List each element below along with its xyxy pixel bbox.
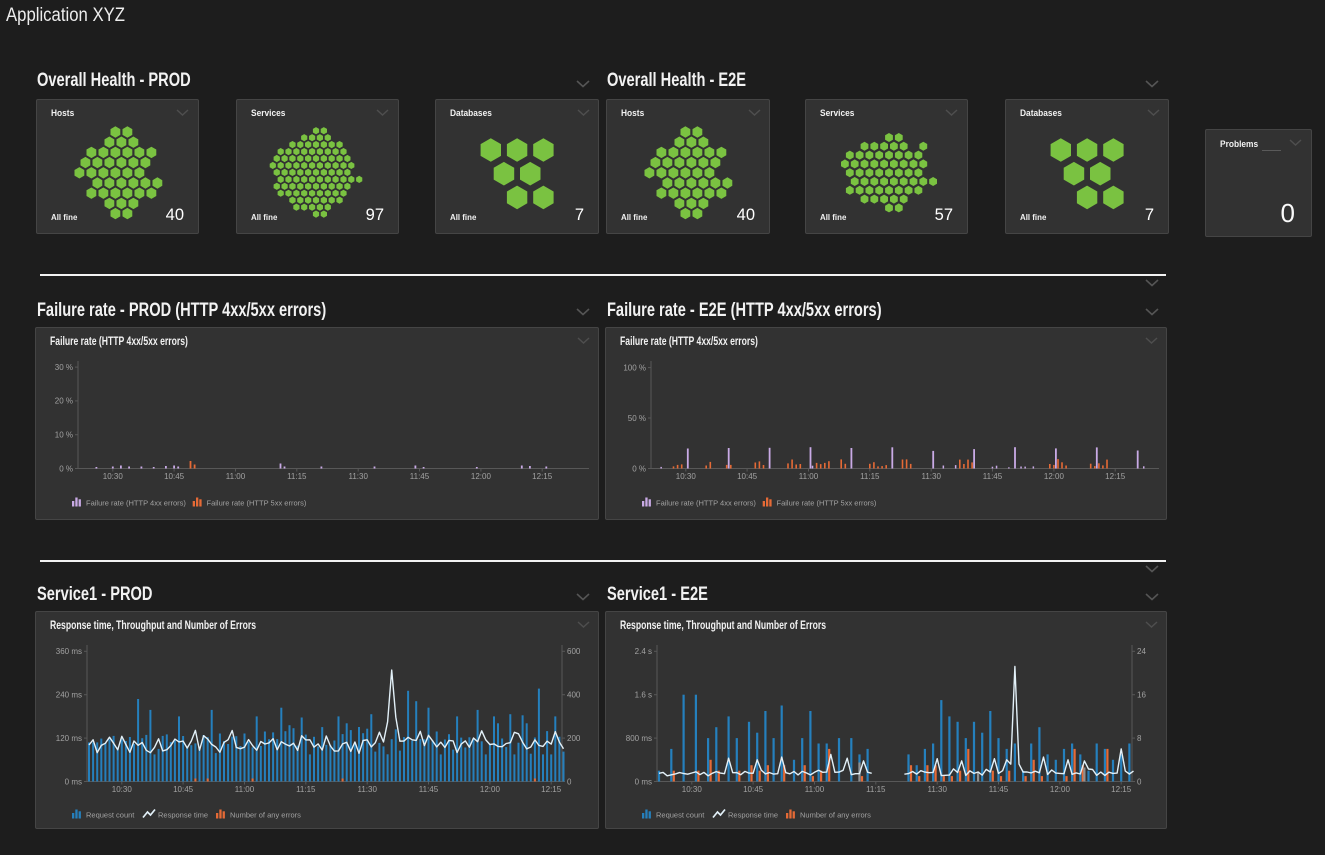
svg-text:Response time: Response time xyxy=(728,811,778,820)
svg-text:10:45: 10:45 xyxy=(164,472,185,481)
svg-text:10:30: 10:30 xyxy=(112,785,133,794)
svg-text:11:15: 11:15 xyxy=(296,785,316,794)
svg-text:11:15: 11:15 xyxy=(287,472,307,481)
svg-text:8: 8 xyxy=(1137,734,1142,743)
svg-text:24: 24 xyxy=(1137,647,1146,656)
svg-text:11:15: 11:15 xyxy=(866,785,886,794)
svg-text:10:45: 10:45 xyxy=(743,785,764,794)
svg-text:11:00: 11:00 xyxy=(799,472,819,481)
svg-text:Response time: Response time xyxy=(158,811,208,820)
svg-text:0: 0 xyxy=(567,777,572,786)
svg-text:Failure rate (HTTP 4xx errors): Failure rate (HTTP 4xx errors) xyxy=(86,499,186,508)
svg-text:16: 16 xyxy=(1137,691,1146,700)
svg-text:10:30: 10:30 xyxy=(682,785,703,794)
svg-text:0: 0 xyxy=(1137,777,1142,786)
svg-text:50 %: 50 % xyxy=(628,414,646,423)
svg-text:0 %: 0 % xyxy=(59,464,73,473)
svg-text:10:45: 10:45 xyxy=(737,472,758,481)
svg-text:10:30: 10:30 xyxy=(103,472,124,481)
svg-text:12:15: 12:15 xyxy=(1105,472,1126,481)
svg-text:11:45: 11:45 xyxy=(410,472,430,481)
svg-text:600: 600 xyxy=(567,647,581,656)
svg-text:0 %: 0 % xyxy=(632,464,646,473)
svg-text:30 %: 30 % xyxy=(55,363,73,372)
svg-text:11:00: 11:00 xyxy=(805,785,825,794)
svg-text:240 ms: 240 ms xyxy=(56,691,82,700)
svg-text:0 ms: 0 ms xyxy=(635,777,652,786)
svg-text:Request count: Request count xyxy=(656,811,705,820)
svg-text:2.4 s: 2.4 s xyxy=(635,647,652,656)
svg-text:20 %: 20 % xyxy=(55,397,73,406)
svg-text:Failure rate (HTTP 5xx errors): Failure rate (HTTP 5xx errors) xyxy=(777,499,877,508)
svg-text:800 ms: 800 ms xyxy=(626,734,652,743)
svg-text:1.6 s: 1.6 s xyxy=(635,691,652,700)
svg-text:11:00: 11:00 xyxy=(235,785,255,794)
svg-text:10 %: 10 % xyxy=(55,431,73,440)
svg-text:11:30: 11:30 xyxy=(927,785,947,794)
svg-text:11:15: 11:15 xyxy=(860,472,880,481)
svg-text:100 %: 100 % xyxy=(623,363,646,372)
svg-text:12:15: 12:15 xyxy=(541,785,562,794)
svg-text:0 ms: 0 ms xyxy=(65,777,82,786)
svg-text:120 ms: 120 ms xyxy=(56,734,82,743)
svg-text:12:00: 12:00 xyxy=(1044,472,1065,481)
svg-text:Number of any errors: Number of any errors xyxy=(800,811,871,820)
svg-text:11:45: 11:45 xyxy=(419,785,439,794)
svg-text:400: 400 xyxy=(567,691,581,700)
svg-text:12:15: 12:15 xyxy=(1111,785,1132,794)
svg-text:Number of any errors: Number of any errors xyxy=(230,811,301,820)
svg-text:11:30: 11:30 xyxy=(357,785,377,794)
svg-text:12:00: 12:00 xyxy=(471,472,492,481)
svg-text:11:30: 11:30 xyxy=(921,472,941,481)
svg-text:12:00: 12:00 xyxy=(1050,785,1071,794)
svg-text:Request count: Request count xyxy=(86,811,135,820)
svg-text:11:30: 11:30 xyxy=(348,472,368,481)
svg-text:12:00: 12:00 xyxy=(480,785,501,794)
svg-text:11:45: 11:45 xyxy=(989,785,1009,794)
svg-text:Failure rate (HTTP 5xx errors): Failure rate (HTTP 5xx errors) xyxy=(207,499,307,508)
svg-text:11:45: 11:45 xyxy=(983,472,1003,481)
svg-text:360 ms: 360 ms xyxy=(56,647,82,656)
svg-text:10:45: 10:45 xyxy=(173,785,194,794)
svg-text:11:00: 11:00 xyxy=(226,472,246,481)
svg-text:200: 200 xyxy=(567,734,581,743)
svg-text:12:15: 12:15 xyxy=(532,472,553,481)
svg-text:Failure rate (HTTP 4xx errors): Failure rate (HTTP 4xx errors) xyxy=(656,499,756,508)
svg-text:10:30: 10:30 xyxy=(676,472,697,481)
